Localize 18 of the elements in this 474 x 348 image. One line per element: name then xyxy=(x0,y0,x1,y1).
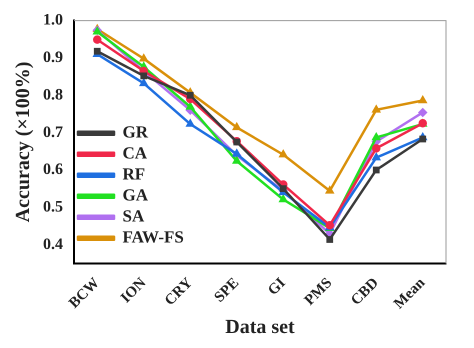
y-tick-label: 0.6 xyxy=(43,161,63,178)
y-tick-label: 0.4 xyxy=(43,236,63,253)
legend-label: GR xyxy=(122,122,149,142)
legend-label: FAW-FS xyxy=(122,228,184,247)
y-tick-label: 0.8 xyxy=(43,86,63,104)
legend-label: RF xyxy=(122,164,146,184)
y-tick-label: 0.7 xyxy=(43,124,63,141)
x-axis-title: Data set xyxy=(225,316,296,338)
x-tick-label: GI xyxy=(265,274,289,299)
y-tick-label: 1.0 xyxy=(43,12,63,29)
x-tick-label: SPE xyxy=(212,274,242,306)
y-tick-label: 0.9 xyxy=(43,49,63,66)
x-tick-label: CBD xyxy=(348,274,382,309)
legend-label: CA xyxy=(122,144,148,163)
legend-label: GA xyxy=(122,186,149,205)
legend-label: SA xyxy=(122,206,145,226)
y-axis-title: Accuracy (×100%) xyxy=(12,62,34,222)
y-tick-label: 0.5 xyxy=(43,198,63,216)
